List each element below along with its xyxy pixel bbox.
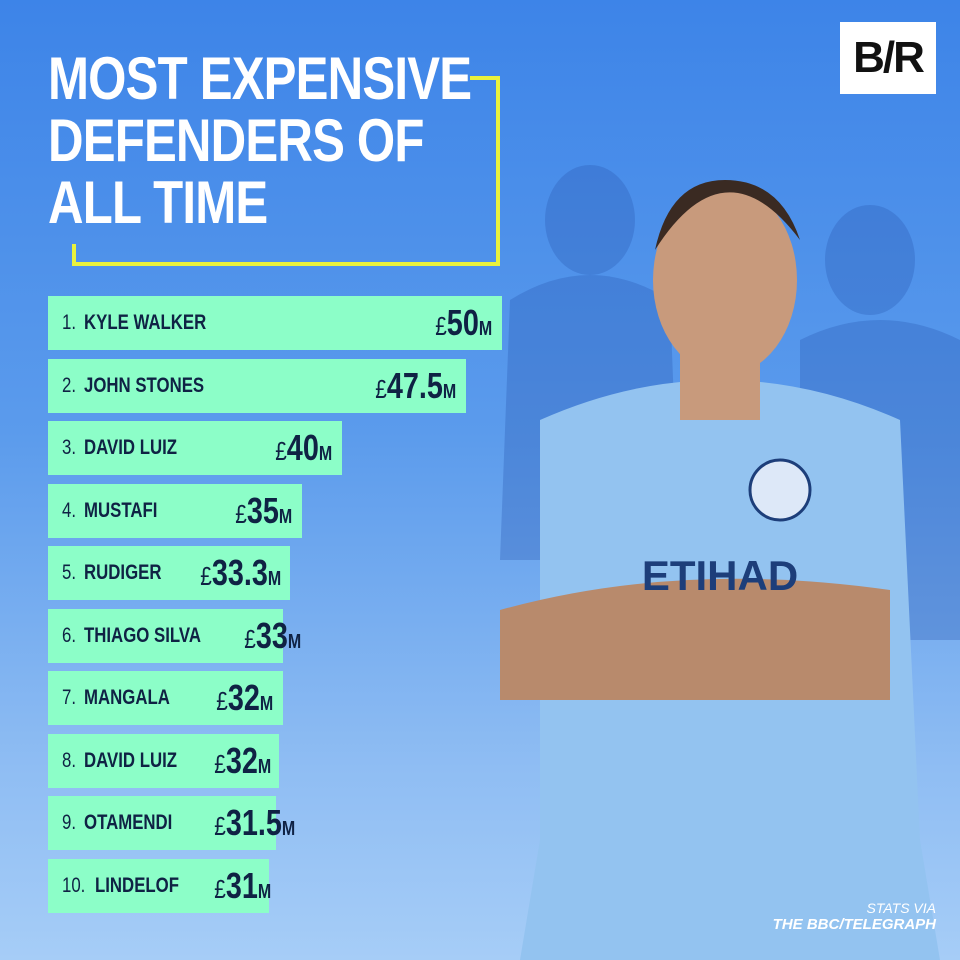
fee-unit: M xyxy=(318,443,332,465)
title-bracket xyxy=(72,262,500,266)
bar: 7. MANGALA £32 M xyxy=(48,671,283,725)
fee-label: £32 M xyxy=(214,740,271,782)
player-name: MUSTAFI xyxy=(83,498,157,522)
fee-label: £32 M xyxy=(216,677,273,719)
fee-label: £35 M xyxy=(235,490,292,532)
rank-label: 6. xyxy=(62,623,77,647)
source-credit: STATS VIA THE BBC/TELEGRAPH xyxy=(773,900,936,933)
rank-label: 3. xyxy=(62,436,77,459)
currency-symbol: £ xyxy=(216,686,228,716)
rank-label: 7. xyxy=(62,686,77,709)
player-name: THIAGO SILVA xyxy=(83,623,201,647)
fee-unit: M xyxy=(259,693,273,715)
source-line-1: STATS VIA xyxy=(866,900,937,916)
fee-value: 33.3 xyxy=(212,552,269,593)
bar: 3. DAVID LUIZ £40 M xyxy=(48,421,342,475)
bar: 6. THIAGO SILVA £33 M xyxy=(48,608,301,663)
rank-label: 5. xyxy=(62,561,77,584)
bar: 1. KYLE WALKER £50 M xyxy=(48,296,502,350)
player-name: MANGALA xyxy=(83,686,170,709)
title-bracket xyxy=(470,76,500,80)
currency-symbol: £ xyxy=(214,811,226,841)
fee-label: £47.5 M xyxy=(375,365,456,407)
fee-unit: M xyxy=(278,505,292,528)
fee-label: £40 M xyxy=(275,427,332,469)
fee-value: 31.5 xyxy=(225,802,282,843)
currency-symbol: £ xyxy=(214,748,226,779)
bar: 5. RUDIGER £33.3 M xyxy=(48,546,290,600)
svg-text:ETIHAD: ETIHAD xyxy=(642,552,798,599)
fee-label: £31.5 M xyxy=(214,802,295,844)
br-logo: B/R xyxy=(840,22,936,94)
rank-label: 4. xyxy=(62,498,77,522)
title-line-2: DEFENDERS OF xyxy=(48,107,424,174)
bar: 2. JOHN STONES £47.5 M xyxy=(48,358,466,413)
player-name: RUDIGER xyxy=(83,561,161,584)
currency-symbol: £ xyxy=(235,498,247,529)
rank-label: 2. xyxy=(62,373,77,397)
fee-unit: M xyxy=(287,630,301,653)
currency-symbol: £ xyxy=(275,436,287,466)
fee-unit: M xyxy=(268,568,282,590)
rank-label: 8. xyxy=(62,748,77,772)
fee-label: £33.3 M xyxy=(201,552,282,594)
rank-label: 9. xyxy=(62,811,77,834)
currency-symbol: £ xyxy=(200,561,213,591)
source-line-2: THE BBC/TELEGRAPH xyxy=(772,916,936,933)
player-name: LINDELOF xyxy=(95,873,180,897)
currency-symbol: £ xyxy=(214,873,227,904)
title-bracket xyxy=(496,76,500,266)
rank-label: 10. xyxy=(62,873,86,897)
fee-label: £33 M xyxy=(244,615,301,657)
currency-symbol: £ xyxy=(375,373,387,404)
fee-label: £50 M xyxy=(435,302,492,344)
player-name: KYLE WALKER xyxy=(83,311,206,334)
rank-label: 1. xyxy=(62,311,77,334)
fee-value: 35 xyxy=(246,489,279,531)
fee-unit: M xyxy=(258,880,272,903)
player-name: DAVID LUIZ xyxy=(83,436,177,459)
fee-value: 40 xyxy=(286,427,319,468)
bar: 4. MUSTAFI £35 M xyxy=(48,483,302,538)
fee-value: 32 xyxy=(227,677,260,718)
title-bracket xyxy=(72,244,76,266)
currency-symbol: £ xyxy=(435,311,447,341)
bar: 8. DAVID LUIZ £32 M xyxy=(48,733,279,788)
player-photo: ETIHAD xyxy=(500,165,960,960)
bar: 9. OTAMENDI £31.5 M xyxy=(48,796,295,850)
title-line-3: ALL TIME xyxy=(48,169,268,236)
fee-value: 50 xyxy=(446,302,479,343)
fee-value: 31 xyxy=(226,864,259,906)
fee-value: 33 xyxy=(255,614,288,656)
fee-unit: M xyxy=(281,818,296,840)
page-title: MOST EXPENSIVE DEFENDERS OF ALL TIME xyxy=(48,45,472,236)
player-name: OTAMENDI xyxy=(83,811,172,834)
fee-value: 32 xyxy=(225,739,258,781)
player-name: JOHN STONES xyxy=(83,373,204,397)
fee-value: 47.5 xyxy=(386,364,443,406)
bar: 10. LINDELOF £31 M xyxy=(48,858,271,913)
title-line-1: MOST EXPENSIVE xyxy=(48,45,472,112)
fee-label: £31 M xyxy=(214,865,271,907)
fee-unit: M xyxy=(442,380,456,403)
player-name: DAVID LUIZ xyxy=(83,748,177,772)
fee-unit: M xyxy=(478,318,492,340)
fee-unit: M xyxy=(257,755,271,778)
currency-symbol: £ xyxy=(243,623,256,654)
